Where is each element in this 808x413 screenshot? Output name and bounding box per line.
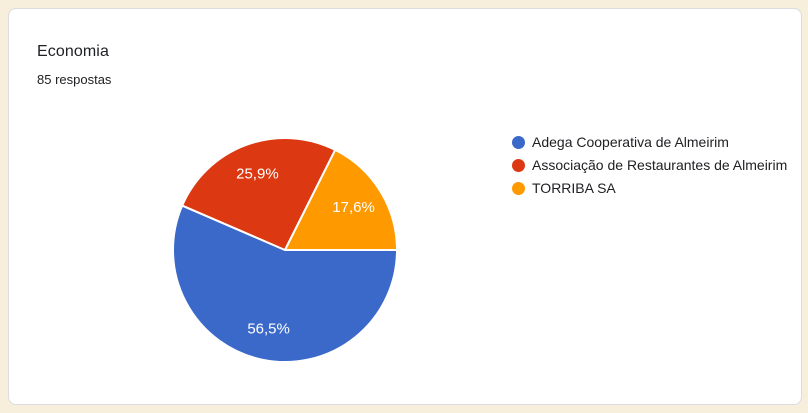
pie-slice-1[interactable] [181,136,337,251]
legend-color-dot [512,159,525,172]
pie-chart: 56,5% 25,9% 17,6% [172,136,398,363]
legend-item-2: TORRIBA SA [512,179,797,198]
pie-slice-percent-label-0: 56,5% [247,321,290,338]
chart-legend: Adega Cooperativa de Almeirim Associação … [512,133,797,202]
pie-slice-0[interactable] [172,204,398,363]
legend-color-dot [512,182,525,195]
question-title: Economia [37,43,109,60]
pie-slice-2[interactable] [284,148,398,251]
response-count: 85 respostas [37,72,112,87]
legend-label: Associação de Restaurantes de Almeirim [532,157,788,173]
legend-item-1: Associação de Restaurantes de Almeirim [512,156,797,175]
pie-slice-percent-label-1: 25,9% [236,166,279,183]
legend-item-0: Adega Cooperativa de Almeirim [512,133,797,152]
pie-slice-percent-label-2: 17,6% [332,199,375,216]
legend-label: Adega Cooperativa de Almeirim [532,134,729,150]
response-card: Economia 85 respostas 56,5% 25,9% 17,6% Ad… [8,8,802,405]
legend-label: TORRIBA SA [532,180,616,196]
legend-color-dot [512,136,525,149]
